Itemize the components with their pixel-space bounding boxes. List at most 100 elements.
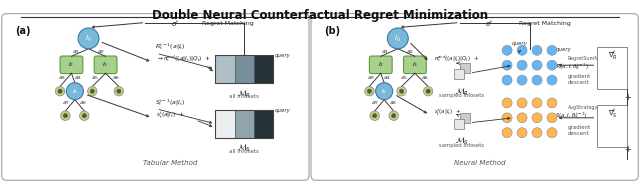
Text: descent: descent xyxy=(568,80,589,85)
Text: $I_2$: $I_2$ xyxy=(68,60,74,69)
Text: all infosets: all infosets xyxy=(229,149,259,154)
Circle shape xyxy=(532,60,542,70)
Text: $\mathcal{M}_R$: $\mathcal{M}_R$ xyxy=(237,88,252,100)
Text: $a_8$: $a_8$ xyxy=(388,100,397,107)
Circle shape xyxy=(397,87,406,96)
Text: $\nabla^t_S$: $\nabla^t_S$ xyxy=(607,106,617,119)
Text: $S_t^{t-1}(a|I_t)$: $S_t^{t-1}(a|I_t)$ xyxy=(156,98,186,108)
Text: $\mathcal{R}(a, I, \theta_R^{t-1})$: $\mathcal{R}(a, I, \theta_R^{t-1})$ xyxy=(556,61,589,72)
Bar xyxy=(234,55,254,83)
Text: gradient: gradient xyxy=(568,125,591,130)
Circle shape xyxy=(78,28,99,49)
Text: $s_t^t(a|I_t)$  +: $s_t^t(a|I_t)$ + xyxy=(434,107,461,117)
Text: $I_h$: $I_h$ xyxy=(85,33,92,44)
Circle shape xyxy=(367,89,372,93)
Bar xyxy=(454,119,464,129)
Text: $a_3$: $a_3$ xyxy=(367,74,375,82)
Circle shape xyxy=(502,75,512,85)
Circle shape xyxy=(55,87,65,96)
Text: $I_h$: $I_h$ xyxy=(394,33,401,44)
Text: sampled infosets: sampled infosets xyxy=(439,93,484,98)
Text: $a_6$: $a_6$ xyxy=(421,74,429,82)
Text: $I_3$: $I_3$ xyxy=(412,60,418,69)
Circle shape xyxy=(88,87,97,96)
Circle shape xyxy=(82,114,86,118)
Circle shape xyxy=(547,98,557,108)
Circle shape xyxy=(426,89,430,93)
Text: (a): (a) xyxy=(15,27,30,36)
Text: $a_7$: $a_7$ xyxy=(371,100,380,107)
Bar xyxy=(597,47,627,89)
Text: $a_8$: $a_8$ xyxy=(79,100,88,107)
Circle shape xyxy=(114,87,124,96)
Circle shape xyxy=(532,128,542,138)
Circle shape xyxy=(502,98,512,108)
Circle shape xyxy=(547,75,557,85)
Circle shape xyxy=(532,75,542,85)
Text: query: query xyxy=(275,108,291,113)
Circle shape xyxy=(517,75,527,85)
Circle shape xyxy=(376,83,393,100)
Text: $\rightarrow \pi_t^{acd}((a|I_t)|Q_t)$  +: $\rightarrow \pi_t^{acd}((a|I_t)|Q_t)$ + xyxy=(156,54,212,64)
FancyBboxPatch shape xyxy=(94,56,117,74)
Bar xyxy=(215,55,273,83)
Text: $a_1$: $a_1$ xyxy=(381,48,389,56)
Circle shape xyxy=(502,60,512,70)
Bar xyxy=(597,105,627,147)
Text: $a_2$: $a_2$ xyxy=(406,48,415,56)
Bar xyxy=(215,110,234,138)
Circle shape xyxy=(547,45,557,55)
FancyBboxPatch shape xyxy=(60,56,83,74)
Circle shape xyxy=(392,114,396,118)
Circle shape xyxy=(90,89,95,93)
Bar xyxy=(254,110,273,138)
Circle shape xyxy=(61,111,70,120)
Circle shape xyxy=(424,87,433,96)
Text: $\mathcal{M}_S$: $\mathcal{M}_S$ xyxy=(237,143,252,154)
Text: $\mathcal{M}_R$: $\mathcal{M}_R$ xyxy=(454,86,468,98)
Text: $I_8$: $I_8$ xyxy=(381,87,387,96)
Text: RegretSumNetwork: RegretSumNetwork xyxy=(568,56,616,61)
FancyBboxPatch shape xyxy=(369,56,392,74)
Text: +: + xyxy=(624,94,631,102)
Text: $a_5$: $a_5$ xyxy=(400,74,408,82)
Text: $\pi_t^{acd}((a|I_t)|Q_t)$  +: $\pi_t^{acd}((a|I_t)|Q_t)$ + xyxy=(434,54,479,64)
Text: Neural Method: Neural Method xyxy=(454,160,506,166)
Text: Regret Matching: Regret Matching xyxy=(518,21,570,26)
FancyBboxPatch shape xyxy=(311,14,638,180)
Text: $s_t^t(a|I_t)$  +: $s_t^t(a|I_t)$ + xyxy=(156,110,185,120)
Bar xyxy=(460,63,470,73)
Circle shape xyxy=(365,87,374,96)
Circle shape xyxy=(532,113,542,123)
Text: $I_8$: $I_8$ xyxy=(72,87,78,96)
Circle shape xyxy=(116,89,121,93)
Circle shape xyxy=(517,128,527,138)
Text: $a_2$: $a_2$ xyxy=(97,48,105,56)
Text: $a_1$: $a_1$ xyxy=(72,48,80,56)
Bar xyxy=(460,113,470,123)
Circle shape xyxy=(517,45,527,55)
Circle shape xyxy=(79,111,89,120)
Text: (b): (b) xyxy=(324,27,340,36)
Text: query: query xyxy=(556,47,572,52)
Text: Double Neural Counterfactual Regret Minimization: Double Neural Counterfactual Regret Mini… xyxy=(152,9,488,22)
Circle shape xyxy=(63,114,67,118)
Circle shape xyxy=(399,89,404,93)
Circle shape xyxy=(370,111,380,120)
Text: $\nabla^t_R$: $\nabla^t_R$ xyxy=(607,48,617,61)
Bar xyxy=(215,110,273,138)
Circle shape xyxy=(547,128,557,138)
Circle shape xyxy=(389,111,398,120)
Text: $a_4$: $a_4$ xyxy=(74,74,83,82)
FancyBboxPatch shape xyxy=(403,56,426,74)
Text: Regret Matching: Regret Matching xyxy=(202,21,254,26)
Bar xyxy=(215,55,234,83)
Bar xyxy=(234,110,254,138)
Circle shape xyxy=(547,60,557,70)
Bar xyxy=(454,69,464,79)
Text: descent: descent xyxy=(568,131,589,136)
Text: $\sigma^t$: $\sigma^t$ xyxy=(485,18,494,29)
Text: $I_2$: $I_2$ xyxy=(378,60,384,69)
Text: query: query xyxy=(511,41,527,46)
Text: sampled infosets: sampled infosets xyxy=(439,143,484,148)
